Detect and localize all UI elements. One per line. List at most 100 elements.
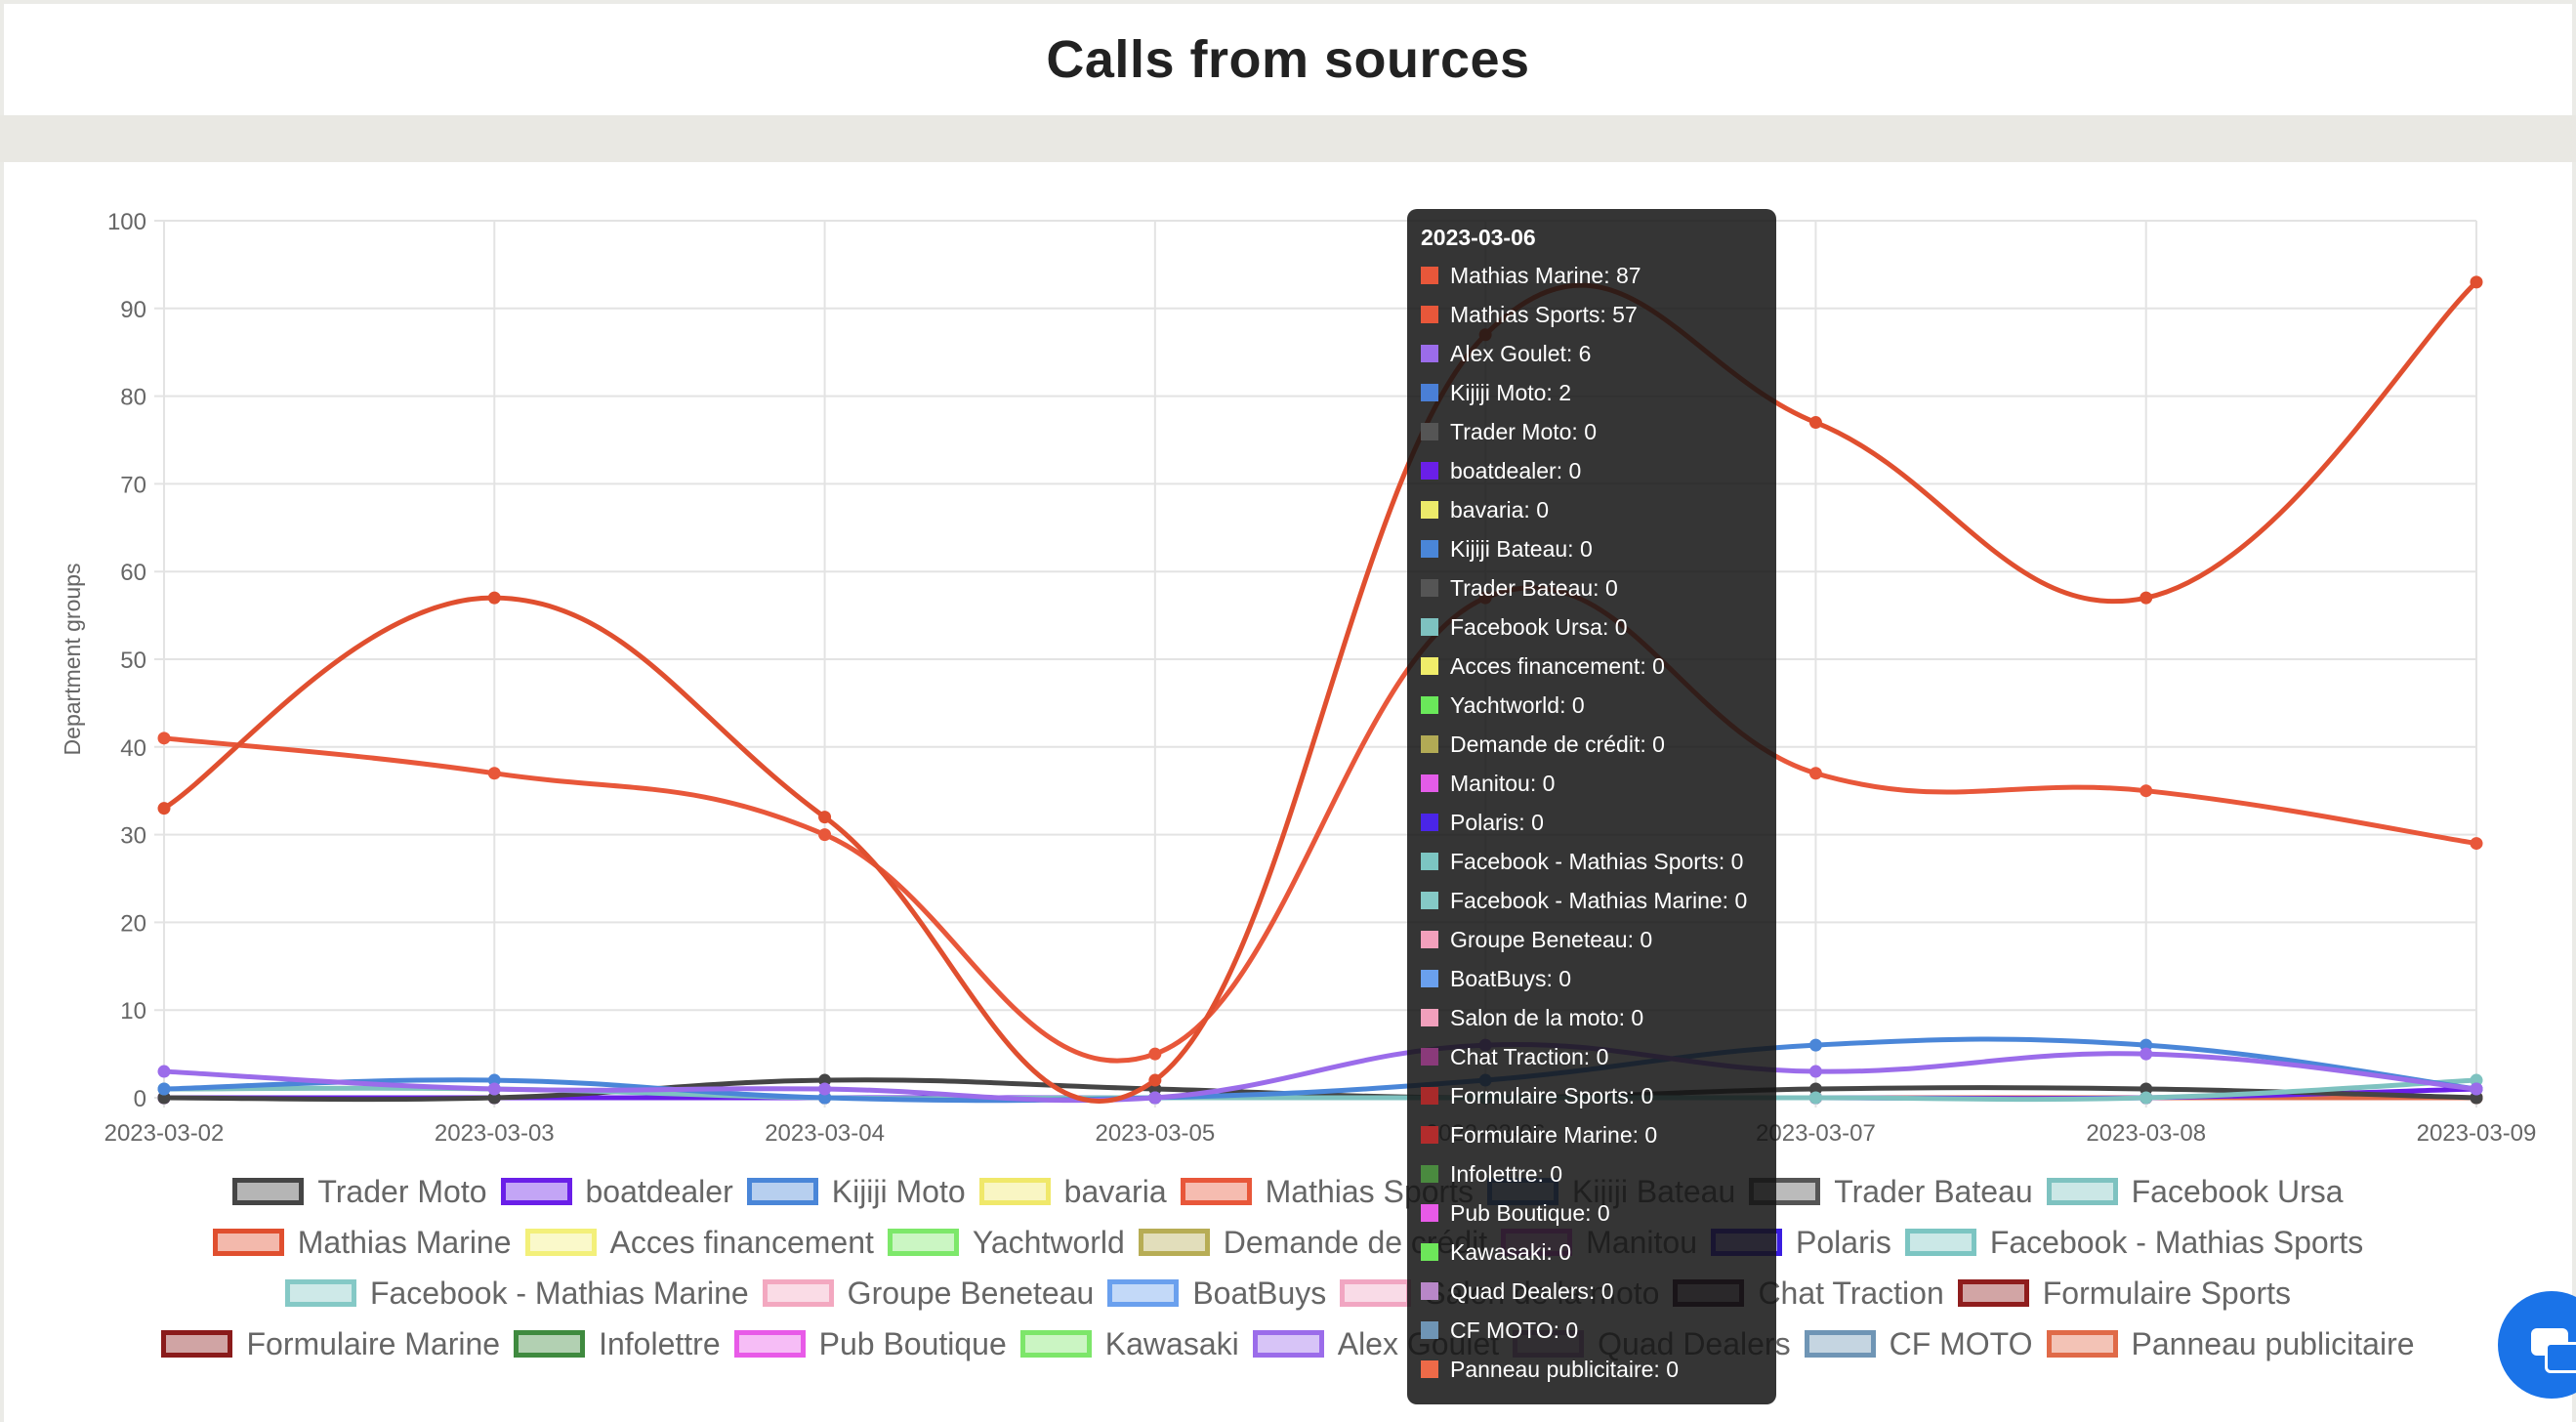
tooltip-row: Polaris: 0: [1421, 803, 1776, 842]
tooltip-swatch: [1421, 1048, 1438, 1066]
legend-swatch: [1340, 1279, 1412, 1307]
tooltip-row: Panneau publicitaire: 0: [1421, 1350, 1776, 1389]
legend-swatch: [2046, 1178, 2118, 1205]
tooltip-swatch: [1421, 1321, 1438, 1339]
legend-label: Trader Bateau: [1834, 1173, 2033, 1209]
tooltip-row: Demande de crédit: 0: [1421, 725, 1776, 764]
legend-label: Infolettre: [599, 1325, 721, 1361]
legend-item[interactable]: Formulaire Marine: [161, 1326, 500, 1362]
tooltip-row-label: Mathias Marine: 87: [1450, 262, 1641, 288]
legend-label: Kawasaki: [1104, 1325, 1239, 1361]
data-point-kijiji-moto: [818, 1091, 832, 1105]
legend-item[interactable]: Infolettre: [514, 1326, 721, 1362]
tooltip-row-label: Groupe Beneteau: 0: [1450, 926, 1653, 952]
data-point-alex-goulet: [1148, 1091, 1162, 1105]
y-tick-label: 30: [120, 823, 146, 850]
legend-label: Groupe Beneteau: [847, 1275, 1095, 1311]
line-chart[interactable]: 0 10 20 30 40 50 60 70 80 90 100 2023-03-02 2023-03-…: [0, 162, 2576, 1166]
legend-swatch: [1804, 1330, 1876, 1358]
legend-label: Kijiji Moto: [831, 1173, 966, 1209]
legend-item[interactable]: Mathias Marine: [212, 1225, 512, 1261]
tooltip-row: Facebook - Mathias Sports: 0: [1421, 842, 1776, 881]
title-bar: Calls from sources: [4, 4, 2572, 115]
tooltip-row: bavaria: 0: [1421, 490, 1776, 529]
legend-label: Facebook Ursa: [2131, 1173, 2344, 1209]
legend-swatch: [887, 1229, 959, 1256]
legend-item[interactable]: Pub Boutique: [733, 1325, 1007, 1362]
tooltip-swatch: [1421, 579, 1438, 597]
tooltip-row: Formulaire Sports: 0: [1421, 1076, 1776, 1115]
y-tick-label: 80: [120, 385, 146, 411]
tooltip-swatch: [1421, 618, 1438, 636]
tooltip-row: Facebook - Mathias Marine: 0: [1421, 881, 1776, 920]
legend-item[interactable]: Trader Bateau: [1749, 1173, 2033, 1210]
data-point-trader-moto: [1808, 1082, 1822, 1096]
tooltip-swatch: [1421, 1282, 1438, 1300]
tooltip-swatch: [1421, 735, 1438, 753]
tooltip-row: Trader Bateau: 0: [1421, 568, 1776, 607]
legend-item[interactable]: Groupe Beneteau: [762, 1275, 1095, 1312]
legend-item[interactable]: Facebook Ursa: [2046, 1173, 2344, 1210]
legend-label: Chat Traction: [1758, 1275, 1944, 1311]
legend-item[interactable]: Mathias Sports: [1180, 1174, 1474, 1210]
data-point-trader-moto: [487, 1091, 501, 1105]
tooltip-row-label: Kawasaki: 0: [1450, 1238, 1572, 1265]
legend-item[interactable]: Yachtworld: [887, 1224, 1125, 1261]
legend-label: Formulaire Marine: [246, 1325, 501, 1361]
legend-item[interactable]: Trader Moto: [232, 1173, 487, 1210]
tooltip-row-label: Facebook Ursa: 0: [1450, 613, 1628, 640]
tooltip-row: Manitou: 0: [1421, 764, 1776, 803]
data-point-trader-moto: [818, 1073, 832, 1087]
data-point-alex-goulet: [2470, 1082, 2483, 1096]
tooltip-row: Infolettre: 0: [1421, 1154, 1776, 1193]
data-point-trader-moto: [157, 1091, 171, 1105]
data-point-kijiji-moto: [157, 1082, 171, 1096]
legend-swatch: [1138, 1229, 1210, 1256]
tooltip-swatch: [1421, 306, 1438, 323]
tooltip-swatch: [1421, 267, 1438, 284]
legend-item[interactable]: Facebook - Mathias Marine: [284, 1276, 749, 1312]
data-point-alex-goulet: [818, 1082, 832, 1096]
legend-label: Pub Boutique: [818, 1325, 1007, 1361]
tooltip-swatch: [1421, 970, 1438, 987]
legend-label: CF MOTO: [1889, 1325, 2033, 1361]
legend-item[interactable]: Kijiji Moto: [746, 1173, 966, 1210]
legend-item[interactable]: Panneau publicitaire: [2046, 1326, 2415, 1362]
legend-swatch: [2046, 1330, 2118, 1358]
tooltip-row-label: Chat Traction: 0: [1450, 1043, 1609, 1069]
chart-legend: Trader Moto boatdealer Kijiji Moto bavaria M…: [0, 1166, 2576, 1369]
legend-item[interactable]: Facebook - Mathias Sports: [1904, 1225, 2363, 1261]
legend-item[interactable]: bavaria: [978, 1174, 1167, 1210]
data-point-alex-goulet: [2140, 1047, 2153, 1061]
legend-row: Formulaire Marine Infolettre Pub Boutique K…: [0, 1318, 2576, 1369]
legend-swatch: [232, 1178, 305, 1205]
tooltip-row-label: Acces financement: 0: [1450, 652, 1665, 679]
tooltip-row-label: Trader Bateau: 0: [1450, 574, 1618, 601]
legend-item[interactable]: CF MOTO: [1804, 1325, 2033, 1362]
x-tick-label: 2023-03-08: [2086, 1120, 2206, 1147]
legend-item[interactable]: boatdealer: [500, 1174, 733, 1210]
tooltip-row-label: Alex Goulet: 6: [1450, 340, 1592, 366]
x-tick-label: 2023-03-03: [435, 1120, 555, 1147]
legend-item[interactable]: BoatBuys: [1107, 1276, 1326, 1312]
y-tick-label: 60: [120, 560, 146, 586]
y-tick-label: 100: [107, 209, 146, 235]
y-tick-label: 90: [120, 297, 146, 323]
tooltip-swatch: [1421, 1087, 1438, 1105]
x-tick-label: 2023-03-04: [765, 1120, 885, 1147]
tooltip-row: Kawasaki: 0: [1421, 1233, 1776, 1272]
legend-item[interactable]: Formulaire Sports: [1957, 1276, 2291, 1312]
legend-item[interactable]: Kawasaki: [1019, 1325, 1239, 1362]
tooltip-swatch: [1421, 501, 1438, 519]
legend-label: Polaris: [1796, 1224, 1891, 1260]
legend-label: Yachtworld: [972, 1224, 1125, 1260]
tooltip-row: Yachtworld: 0: [1421, 686, 1776, 725]
legend-row: Trader Moto boatdealer Kijiji Moto bavaria M…: [0, 1166, 2576, 1217]
legend-item[interactable]: Acces financement: [524, 1225, 874, 1261]
legend-label: Trader Moto: [317, 1173, 487, 1209]
tooltip-row: Alex Goulet: 6: [1421, 334, 1776, 373]
legend-swatch: [762, 1279, 834, 1307]
chat-button[interactable]: [2498, 1291, 2576, 1399]
data-point-mathias-marine: [157, 802, 171, 816]
